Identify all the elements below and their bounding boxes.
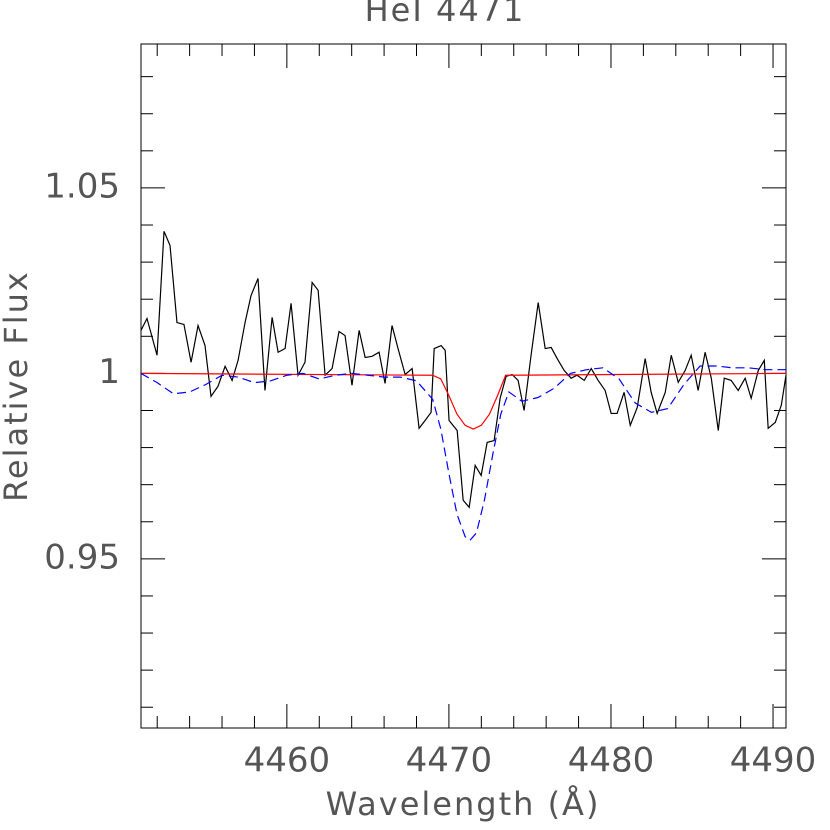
y-tick-label: 1	[98, 352, 120, 392]
x-axis-label: Wavelength (Å)	[326, 785, 601, 823]
x-tick-label: 4480	[568, 741, 655, 781]
y-tick-label: 0.95	[44, 537, 120, 577]
plot-frame	[140, 43, 787, 729]
data-line	[141, 372, 786, 430]
x-tick-label: 4460	[244, 741, 331, 781]
y-tick-label: 1.05	[44, 166, 120, 206]
x-tick-label: 4470	[406, 741, 493, 781]
data-line	[141, 365, 786, 542]
data-line	[141, 231, 786, 509]
x-tick-label: 4490	[730, 741, 817, 781]
y-axis-label: Relative Flux	[0, 270, 35, 502]
chart-title: HeI 4471	[365, 0, 526, 29]
